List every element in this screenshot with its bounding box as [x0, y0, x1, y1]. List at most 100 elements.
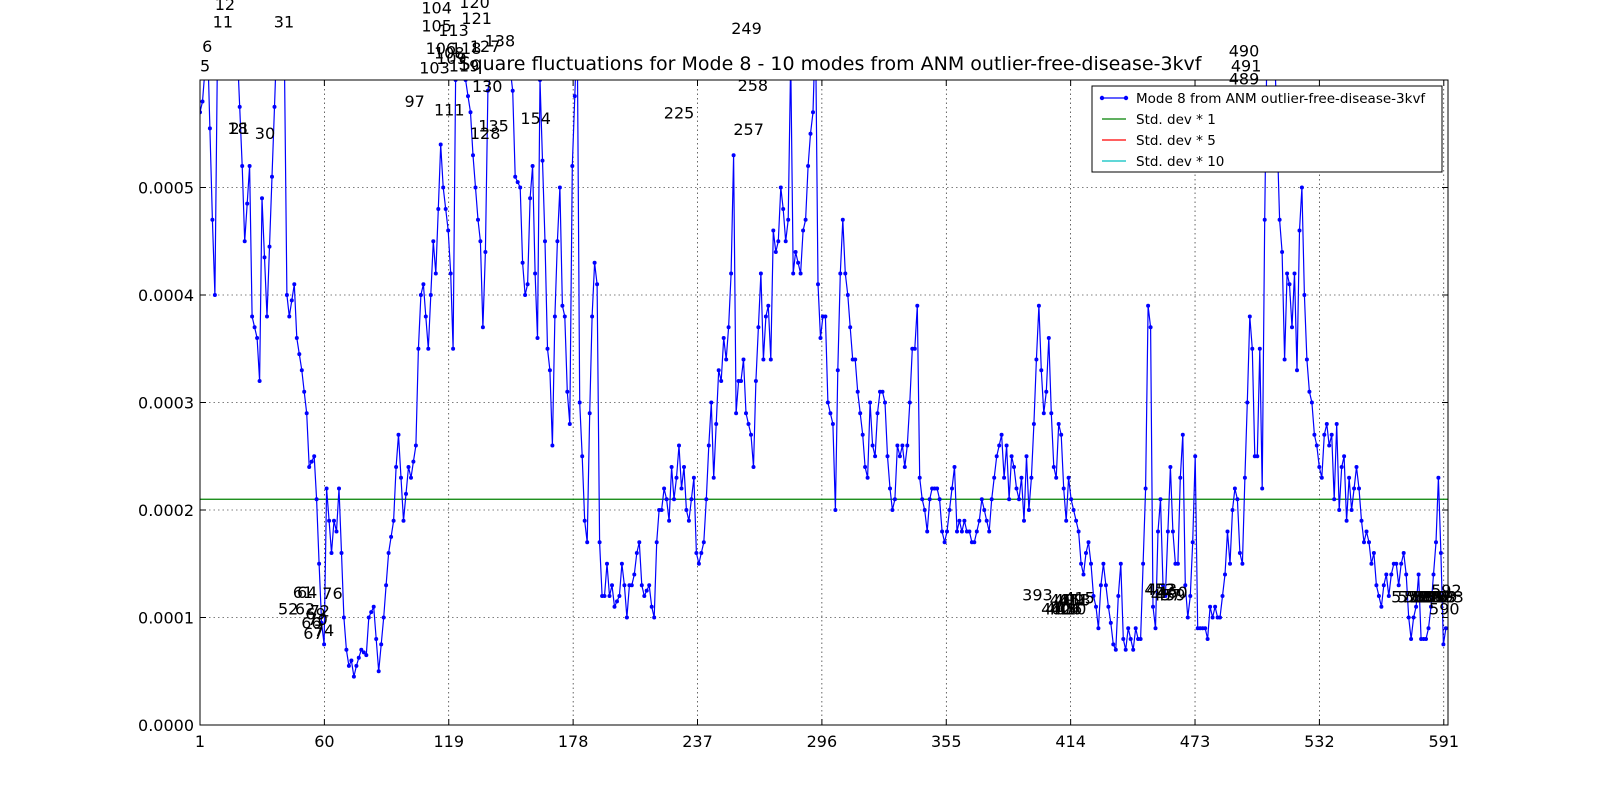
series-point — [1240, 561, 1245, 566]
residue-label: 580 — [1404, 587, 1435, 606]
series-point — [1287, 282, 1292, 287]
series-point — [830, 422, 835, 426]
series-point — [319, 620, 324, 625]
series-point — [1334, 422, 1339, 426]
series-point — [677, 443, 681, 448]
series-point — [361, 650, 366, 655]
series-point — [552, 314, 557, 319]
residue-label: 410 — [1056, 599, 1087, 618]
series-point — [823, 314, 828, 319]
residue-label: 108 — [434, 44, 465, 63]
series-point — [1367, 540, 1371, 545]
x-tick-label: 1 — [195, 732, 205, 751]
series-point — [1009, 454, 1014, 459]
series-point — [451, 346, 456, 351]
series-point — [284, 293, 289, 297]
series-point — [1357, 486, 1361, 491]
series-point — [237, 104, 242, 109]
y-tick-label: 0.0005 — [138, 179, 194, 198]
series-point — [1434, 540, 1438, 545]
residue-label: 61 — [293, 583, 313, 602]
series-point — [272, 104, 277, 109]
series-point — [1190, 540, 1195, 545]
series-point — [1414, 604, 1419, 609]
series-point — [781, 207, 786, 211]
series-point — [1046, 336, 1051, 340]
series-point — [1304, 357, 1309, 362]
series-point — [997, 443, 1002, 448]
series-point — [873, 454, 878, 459]
residue-label: 581 — [1408, 587, 1439, 606]
series-point — [1069, 497, 1074, 502]
series-point — [778, 185, 783, 190]
residue-label: 576 — [1391, 587, 1422, 606]
axes: 1 60 119 178 237 296 355 414 473 532 591 0.0000 0.00… — [138, 79, 1459, 751]
series-point — [753, 379, 758, 383]
series-point — [1054, 475, 1059, 480]
series-point — [892, 497, 897, 502]
residue-label: 52 — [278, 599, 298, 618]
series-point — [265, 314, 269, 319]
series-point — [207, 126, 212, 131]
series-point — [533, 271, 538, 276]
series-point — [955, 529, 959, 534]
series-point — [1066, 475, 1071, 480]
series-point — [1034, 357, 1039, 362]
residue-label: 4 — [200, 0, 210, 2]
series-point — [478, 239, 483, 244]
series-point — [1268, 31, 1272, 35]
series-point — [957, 518, 962, 523]
series-point — [959, 529, 964, 534]
series-point — [1314, 443, 1319, 448]
residue-label: 97 — [404, 92, 424, 111]
residue-label: 225 — [664, 104, 695, 123]
series-point — [409, 475, 413, 480]
series-point — [1285, 271, 1290, 276]
series-point — [992, 475, 997, 480]
series-point — [366, 615, 371, 620]
residue-label: 258 — [738, 76, 769, 95]
series-point — [1337, 508, 1342, 512]
series-point — [744, 411, 748, 416]
series-point — [672, 497, 676, 502]
series-point — [652, 615, 657, 620]
series-point — [260, 196, 264, 201]
series-point — [610, 583, 614, 588]
series-point — [1220, 594, 1225, 598]
series-point — [438, 142, 443, 147]
residue-label: 69 — [305, 605, 325, 624]
series-point — [833, 508, 838, 512]
series-point — [749, 432, 753, 437]
series-point — [1096, 626, 1101, 631]
series-point — [1347, 475, 1352, 480]
x-tick-label: 532 — [1304, 732, 1335, 751]
chart-title: Square fluctuations for Mode 8 - 10 mode… — [459, 53, 1203, 75]
residue-label: 74 — [314, 621, 334, 640]
series-point — [1235, 497, 1240, 502]
series-point — [359, 647, 364, 652]
series-point — [1163, 594, 1168, 598]
series-point — [890, 508, 895, 512]
series-point — [1280, 250, 1285, 254]
series-point — [1329, 432, 1334, 437]
series-point — [835, 368, 840, 373]
series-point — [354, 663, 359, 668]
series-point — [223, 32, 227, 36]
series-point — [595, 282, 600, 287]
residue-label: 66 — [301, 613, 321, 632]
series-point — [654, 540, 659, 545]
series-point — [989, 497, 994, 502]
series-point — [257, 379, 262, 383]
residue-label: 103 — [419, 59, 450, 78]
series-point — [1014, 486, 1019, 491]
series-point — [250, 314, 255, 319]
series-point — [935, 486, 940, 491]
series-point — [1074, 518, 1079, 523]
series-point — [1012, 465, 1016, 469]
series-point — [587, 411, 592, 416]
series-point — [441, 185, 446, 190]
series-point — [1185, 615, 1190, 620]
series-point — [1079, 561, 1084, 566]
series-point — [346, 663, 351, 668]
series-point — [858, 411, 863, 416]
